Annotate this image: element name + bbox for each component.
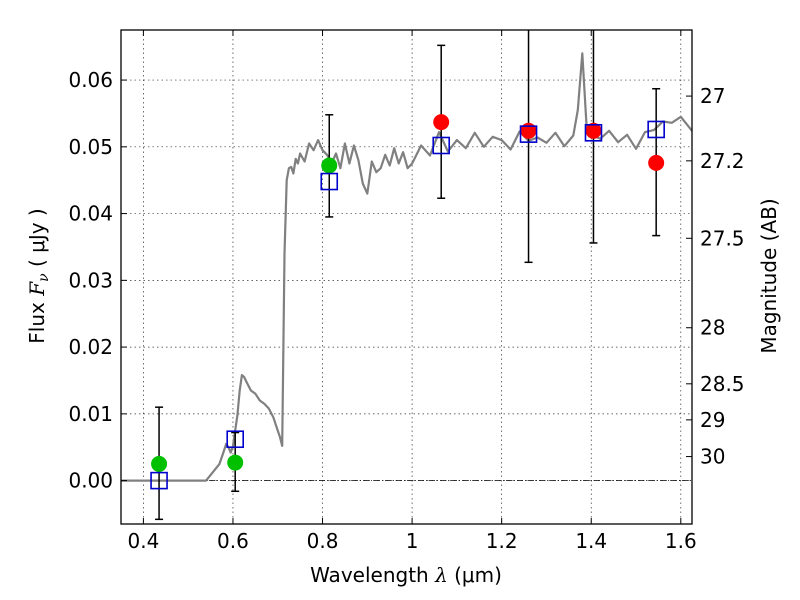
red-point bbox=[520, 122, 537, 139]
y-axis-label-text: Flux bbox=[25, 302, 49, 344]
y-axis-label-unit: ( μJy ) bbox=[25, 208, 49, 267]
blue-square-point bbox=[150, 471, 168, 490]
right-axis-tick-label: 28 bbox=[700, 316, 725, 340]
y-axis-label-subscript: ν bbox=[36, 273, 52, 282]
right-axis-tick-label: 28.5 bbox=[700, 372, 745, 396]
x-axis-label-symbol: λ bbox=[434, 563, 448, 587]
y-tick-label: 0.00 bbox=[68, 469, 113, 493]
x-axis-label-text: Wavelength bbox=[310, 563, 429, 587]
right-axis-label: Magnitude (AB) bbox=[757, 198, 781, 353]
plot-frame bbox=[120, 29, 693, 525]
blue-square-point bbox=[226, 430, 244, 449]
blue-square-point bbox=[320, 172, 339, 191]
axis-ticks: 0.4 0.6 0.8 1 1.2 1.4 1.6 0.00 0.01 0.02 0.03 0.04 0… bbox=[68, 30, 745, 553]
x-tick-label: 1.4 bbox=[575, 529, 607, 553]
grid bbox=[121, 30, 692, 524]
model-spectrum-line bbox=[121, 52, 693, 482]
red-point bbox=[433, 114, 450, 131]
error-bar bbox=[524, 30, 533, 264]
model-spectrum bbox=[121, 52, 693, 482]
y-tick-label: 0.01 bbox=[68, 402, 113, 426]
x-tick-label: 1 bbox=[406, 529, 419, 553]
red-point bbox=[648, 154, 665, 171]
red-point bbox=[585, 122, 602, 139]
right-axis-tick-label: 27.2 bbox=[700, 149, 745, 173]
x-axis-label: Wavelength λ (μm) bbox=[310, 563, 502, 587]
y-tick-label: 0.06 bbox=[68, 68, 113, 92]
green-point bbox=[321, 157, 338, 174]
x-tick-label: 0.8 bbox=[307, 529, 339, 553]
x-tick-label: 0.6 bbox=[217, 529, 249, 553]
x-tick-label: 1.2 bbox=[486, 529, 518, 553]
data-markers bbox=[150, 114, 665, 490]
x-axis-label-unit: (μm) bbox=[454, 563, 502, 587]
right-axis-tick-label: 27 bbox=[700, 84, 725, 108]
y-tick-label: 0.02 bbox=[68, 335, 113, 359]
y-axis-label: Flux Fν ( μJy ) bbox=[25, 208, 52, 343]
blue-square-point bbox=[519, 125, 538, 143]
blue-square-point bbox=[584, 124, 603, 142]
green-point bbox=[151, 455, 168, 472]
y-axis-label-symbol: F bbox=[25, 281, 49, 297]
x-tick-label: 0.4 bbox=[127, 529, 159, 553]
y-tick-label: 0.04 bbox=[68, 202, 113, 226]
right-axis-tick-label: 30 bbox=[700, 445, 725, 469]
x-tick-label: 1.6 bbox=[665, 529, 697, 553]
right-axis-tick-label: 27.5 bbox=[700, 226, 745, 250]
y-tick-label: 0.03 bbox=[68, 268, 113, 292]
y-tick-label: 0.05 bbox=[68, 135, 113, 159]
blue-square-point bbox=[432, 136, 451, 155]
blue-square-point bbox=[647, 120, 665, 139]
green-point bbox=[227, 454, 244, 471]
right-axis-tick-label: 29 bbox=[700, 408, 725, 432]
